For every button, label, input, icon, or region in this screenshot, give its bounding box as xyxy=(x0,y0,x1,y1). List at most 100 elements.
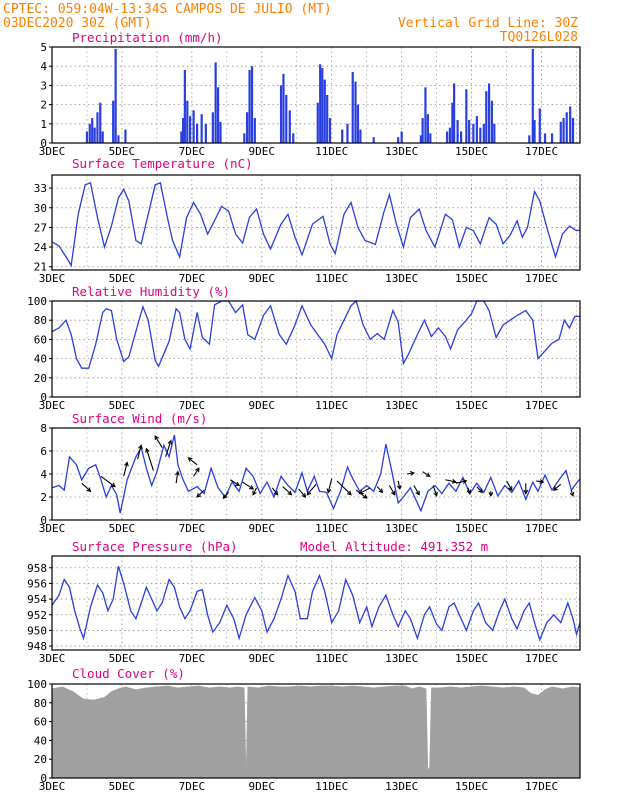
x-tick-label: 11DEC xyxy=(315,780,348,793)
wind-arrow xyxy=(432,485,438,497)
precip-bar xyxy=(460,131,463,143)
y-tick-label: 20 xyxy=(34,753,47,766)
x-tick-label: 11DEC xyxy=(315,272,348,285)
wind-arrow xyxy=(230,479,240,486)
header: CPTEC: 059:04W-13:34S CAMPOS DE JULIO (M… xyxy=(3,2,578,45)
precip-bar xyxy=(472,123,475,143)
x-tick-label: 7DEC xyxy=(179,399,206,412)
y-tick-label: 80 xyxy=(34,314,47,327)
precip-bar xyxy=(424,87,427,143)
x-tick-label: 7DEC xyxy=(179,652,206,665)
y-tick-label: 5 xyxy=(40,41,47,54)
y-tick-label: 1 xyxy=(40,118,47,131)
precip-bar xyxy=(180,131,183,143)
wind-arrow-head xyxy=(346,490,352,496)
series-line-press xyxy=(51,566,581,642)
panel-frame xyxy=(51,683,581,779)
wind-arrow xyxy=(137,445,142,460)
wind-arrow-head xyxy=(462,479,468,484)
precip-bar xyxy=(351,71,354,143)
x-tick-label: 3DEC xyxy=(39,522,66,535)
precip-bar xyxy=(182,118,185,143)
precip-bar xyxy=(253,118,256,143)
panel-precip: Precipitation (mm/h) 3DEC 5DEC 7DEC 9DEC 11DE… xyxy=(39,30,581,158)
y-tick-label: 24 xyxy=(34,241,48,254)
y-tick-label: 0 xyxy=(40,772,47,785)
wind-arrow xyxy=(388,485,396,495)
wind-arrow-head xyxy=(552,486,558,491)
wind-arrow-head xyxy=(252,490,257,496)
x-tick-label: 17DEC xyxy=(525,522,558,535)
wind-arrow-head xyxy=(415,490,420,496)
x-tick-label: 9DEC xyxy=(249,522,276,535)
precip-bar xyxy=(219,121,222,143)
precip-bar xyxy=(279,85,283,143)
precip-bar xyxy=(282,73,285,143)
wind-arrow-head xyxy=(138,444,143,450)
header-location: CPTEC: 059:04W-13:34S CAMPOS DE JULIO (M… xyxy=(3,2,332,17)
wind-arrow xyxy=(165,440,172,457)
x-tick-label: 9DEC xyxy=(249,399,276,412)
y-tick-label: 40 xyxy=(34,353,47,366)
y-tick-label: 0 xyxy=(40,137,47,150)
y-tick-label: 2 xyxy=(40,491,47,504)
precip-bar xyxy=(248,70,251,143)
wind-arrow xyxy=(271,487,278,496)
header-grid-note: Vertical Grid Line: 30Z xyxy=(398,16,578,31)
precip-bar xyxy=(124,129,127,143)
precip-bar xyxy=(216,87,220,143)
wind-arrow-head xyxy=(362,494,368,499)
precip-bar xyxy=(346,123,349,143)
y-tick-label: 40 xyxy=(34,734,47,747)
wind-arrow-head xyxy=(287,490,293,496)
panels: Precipitation (mm/h) 3DEC 5DEC 7DEC 9DEC 11DE… xyxy=(27,30,581,793)
panel-title-wind: Surface Wind (m/s) xyxy=(72,411,207,426)
x-tick-label: 17DEC xyxy=(525,145,558,158)
panel-temp: Surface Temperature (nC) 3DEC 5DEC 7DEC 9DEC… xyxy=(34,156,581,285)
wind-arrow-head xyxy=(273,490,279,496)
wind-arrow xyxy=(376,486,383,493)
precip-bar xyxy=(559,121,562,143)
wind-arrow-head xyxy=(167,439,173,445)
x-tick-label: 7DEC xyxy=(179,145,206,158)
wind-arrow-head xyxy=(539,479,545,484)
precip-bar xyxy=(456,119,459,143)
panel-title-rh: Relative Humidity (%) xyxy=(72,284,230,299)
model-altitude: Model Altitude: 491.352 m xyxy=(300,539,488,554)
wind-arrow xyxy=(154,435,163,448)
panel-cloud: Cloud Cover (%) 3DEC 5DEC 7DEC 9DEC 11DEC 13DE… xyxy=(27,666,581,793)
precip-bar xyxy=(400,131,403,143)
precip-bar xyxy=(316,102,319,143)
precip-bar xyxy=(246,112,249,143)
series-line-rh xyxy=(51,299,580,369)
y-tick-label: 954 xyxy=(27,593,47,606)
precip-bar xyxy=(328,118,332,143)
x-tick-label: 17DEC xyxy=(525,399,558,412)
x-tick-label: 5DEC xyxy=(109,145,136,158)
precip-bar xyxy=(487,83,491,143)
wind-arrow xyxy=(336,480,352,496)
wind-arrow-head xyxy=(358,489,364,495)
wind-arrow-head xyxy=(425,472,431,477)
precip-bar xyxy=(446,131,449,143)
y-tick-label: 948 xyxy=(27,640,47,653)
wind-arrow-head xyxy=(222,494,228,499)
x-tick-label: 13DEC xyxy=(385,399,418,412)
precip-bar xyxy=(354,81,357,143)
wind-arrow xyxy=(476,486,483,493)
precip-bar xyxy=(493,123,496,143)
y-tick-label: 60 xyxy=(34,333,47,346)
wind-arrow-head xyxy=(301,492,307,498)
panel-title-precip: Precipitation (mm/h) xyxy=(72,30,223,45)
x-tick-label: 13DEC xyxy=(385,272,418,285)
wind-arrow xyxy=(196,489,205,498)
precip-bar xyxy=(490,100,493,143)
precip-bar xyxy=(211,112,214,143)
precip-bar xyxy=(326,95,329,143)
y-tick-label: 27 xyxy=(34,221,47,234)
series-line-temp xyxy=(51,182,581,268)
precip-bar xyxy=(112,100,115,143)
precip-bar xyxy=(250,66,254,143)
series-line-wind xyxy=(51,434,581,514)
